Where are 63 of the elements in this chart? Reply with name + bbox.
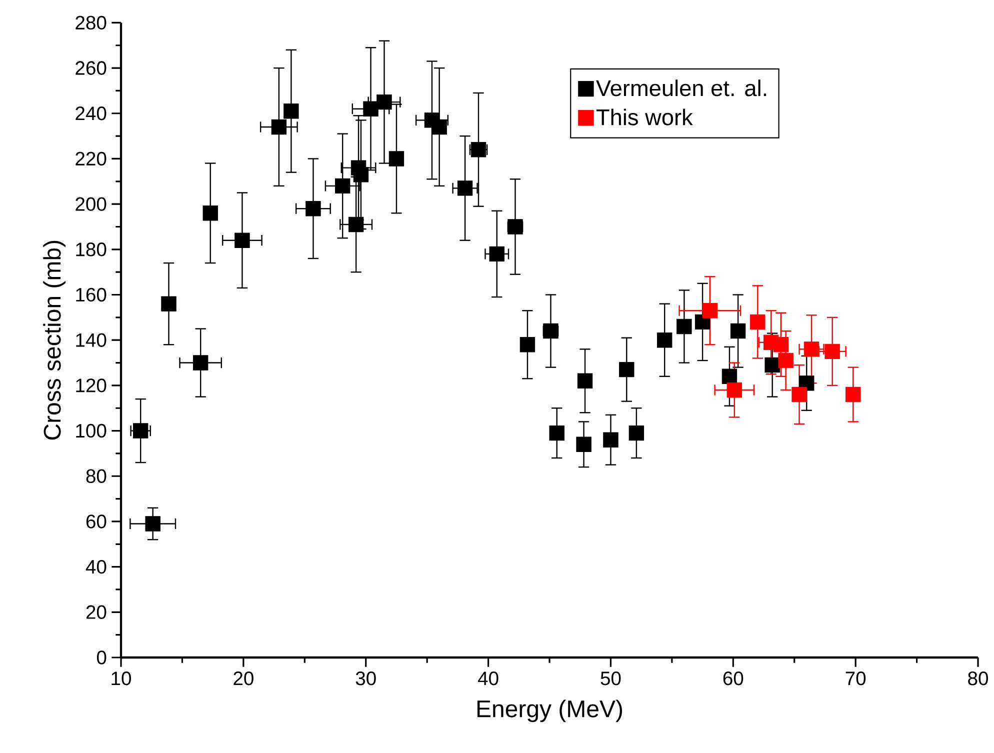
point xyxy=(353,166,369,182)
x-tick-label: 80 xyxy=(968,672,988,686)
point xyxy=(271,119,287,135)
y-tick-label: 0 xyxy=(96,650,106,664)
y-tick-label: 100 xyxy=(76,424,106,438)
point xyxy=(388,151,404,166)
point xyxy=(549,425,564,441)
point xyxy=(161,296,176,312)
y-axis-title: Cross section (mb) xyxy=(43,240,66,440)
point xyxy=(846,386,861,402)
point xyxy=(773,337,789,352)
y-tick-label: 160 xyxy=(76,288,106,302)
point xyxy=(628,425,644,441)
y-tick-label: 240 xyxy=(76,106,106,120)
y-tick-label: 120 xyxy=(76,378,106,392)
y-tick-label: 20 xyxy=(86,605,106,619)
point xyxy=(778,352,794,368)
y-tick-label: 200 xyxy=(76,197,106,211)
point xyxy=(824,344,840,360)
y-tick-label: 280 xyxy=(76,16,106,30)
point xyxy=(577,373,593,389)
x-tick-label: 20 xyxy=(234,672,254,686)
y-tick-label: 220 xyxy=(76,152,106,166)
point xyxy=(234,232,250,248)
point xyxy=(376,94,392,110)
x-tick-label: 40 xyxy=(478,672,498,686)
legend-label: This work xyxy=(596,108,693,126)
point xyxy=(489,246,504,262)
y-tick-label: 60 xyxy=(86,514,106,528)
point xyxy=(202,206,218,221)
x-tick-label: 70 xyxy=(846,672,866,686)
point xyxy=(306,201,321,216)
point xyxy=(619,362,634,378)
point xyxy=(457,180,473,196)
point xyxy=(750,314,766,330)
point xyxy=(192,355,208,370)
point xyxy=(145,516,160,532)
point xyxy=(576,436,592,452)
point xyxy=(520,337,536,352)
point xyxy=(676,318,692,334)
y-tick-label: 140 xyxy=(76,333,106,347)
x-axis-title: Energy (MeV) xyxy=(477,700,622,722)
point xyxy=(348,216,364,232)
x-tick-label: 30 xyxy=(356,672,376,686)
point xyxy=(804,342,820,357)
y-tick-label: 260 xyxy=(76,61,106,75)
point xyxy=(722,368,738,384)
point xyxy=(730,323,746,339)
x-tick-label: 50 xyxy=(600,672,621,686)
point xyxy=(726,382,742,398)
y-tick-label: 40 xyxy=(86,560,106,574)
y-tick-label: 80 xyxy=(86,469,106,483)
point xyxy=(792,386,807,402)
point xyxy=(284,104,299,119)
legend-label: Vermeulen et. al. xyxy=(596,80,766,96)
x-tick-label: 10 xyxy=(112,672,131,686)
x-tick-label: 60 xyxy=(723,672,744,686)
point xyxy=(603,432,618,448)
point xyxy=(702,303,718,318)
point xyxy=(335,178,350,194)
point xyxy=(656,332,672,348)
y-tick-label: 180 xyxy=(76,242,106,256)
point xyxy=(363,101,378,116)
